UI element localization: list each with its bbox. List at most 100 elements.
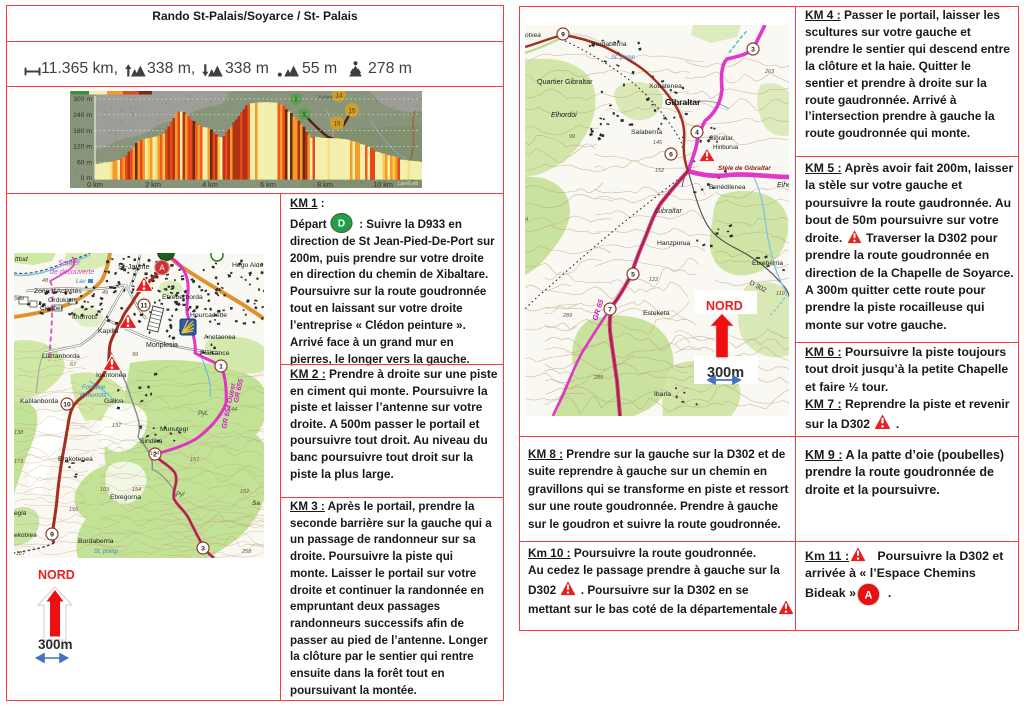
svg-text:157: 157 <box>190 457 200 463</box>
svg-text:Quartier Gibraltar: Quartier Gibraltar <box>537 77 593 86</box>
svg-text:Eiher: Eiher <box>777 182 789 189</box>
svg-text:8: 8 <box>294 98 298 104</box>
svg-text:Munutegi: Munutegi <box>160 426 188 433</box>
svg-text:1: 1 <box>219 364 223 371</box>
svg-text:Ordokian: Ordokian <box>48 297 76 304</box>
svg-text:Plaisance: Plaisance <box>200 350 230 357</box>
svg-text:d'Ithorrots: d'Ithorrots <box>80 393 107 399</box>
svg-text:Monplesia: Monplesia <box>146 342 178 349</box>
svg-text:156: 156 <box>69 507 79 513</box>
svg-text:Etxebérria: Etxebérria <box>752 260 783 267</box>
svg-text:NORD: NORD <box>706 299 743 313</box>
svg-text:Sindika: Sindika <box>140 438 163 445</box>
svg-text:122: 122 <box>649 277 658 283</box>
svg-text:138: 138 <box>14 430 24 436</box>
svg-text:3: 3 <box>751 47 755 54</box>
svg-text:146: 146 <box>653 140 663 146</box>
svg-text:67: 67 <box>70 362 77 368</box>
svg-text:ekotxea: ekotxea <box>14 532 37 539</box>
svg-text:A: A <box>159 264 165 273</box>
svg-text:11: 11 <box>140 303 147 310</box>
svg-text:152: 152 <box>240 489 249 495</box>
svg-text:258: 258 <box>241 549 252 555</box>
svg-text:Benéditenea: Benéditenea <box>709 184 746 191</box>
svg-text:Anetaenea: Anetaenea <box>204 334 236 341</box>
svg-text:4 km: 4 km <box>202 180 218 188</box>
svg-text:Hanzpurua: Hanzpurua <box>657 240 690 247</box>
svg-text:Sa: Sa <box>252 500 260 507</box>
svg-text:tttud: tttud <box>15 256 28 263</box>
svg-text:Luztanborda: Luztanborda <box>42 353 80 360</box>
svg-text:Zone d'Activités: Zone d'Activités <box>34 288 82 295</box>
svg-text:289: 289 <box>562 313 572 319</box>
svg-text:164: 164 <box>150 451 159 457</box>
svg-text:6: 6 <box>302 113 306 119</box>
svg-text:99: 99 <box>569 134 575 140</box>
svg-text:103: 103 <box>100 487 110 493</box>
svg-text:Kapilla: Kapilla <box>98 328 119 335</box>
svg-text:0 km: 0 km <box>87 180 103 188</box>
svg-text:Brakotenea: Brakotenea <box>58 456 93 463</box>
svg-text:Gibraltar.: Gibraltar. <box>709 135 734 142</box>
svg-text:9: 9 <box>561 32 565 39</box>
svg-text:180 m: 180 m <box>73 128 92 135</box>
svg-text:127: 127 <box>16 551 26 557</box>
svg-text:egia: egia <box>14 510 27 517</box>
svg-text:otxea: otxea <box>525 32 541 39</box>
svg-text:Lav: Lav <box>76 279 87 285</box>
svg-text:GR 655: GR 655 <box>233 378 245 403</box>
svg-text:9: 9 <box>50 532 54 539</box>
svg-text:7: 7 <box>608 307 612 314</box>
svg-text:de découverte: de découverte <box>50 269 94 276</box>
svg-text:5: 5 <box>631 272 635 279</box>
svg-text:Esteketa: Esteketa <box>643 310 670 317</box>
svg-text:Hinburua: Hinburua <box>713 144 739 151</box>
svg-text:137: 137 <box>112 423 122 429</box>
svg-text:Xybarreshila: Xybarreshila <box>318 95 346 101</box>
svg-text:Ithorrots: Ithorrots <box>72 314 98 321</box>
svg-text:15: 15 <box>349 109 356 115</box>
svg-text:D: D <box>338 218 345 229</box>
svg-text:110: 110 <box>776 291 786 297</box>
svg-text:Hego Alde: Hego Alde <box>232 262 264 269</box>
svg-text:8 km: 8 km <box>317 180 333 188</box>
svg-text:Silo: Silo <box>14 296 25 302</box>
svg-text:Etxeberborda: Etxeberborda <box>162 294 203 301</box>
svg-text:173: 173 <box>14 459 24 465</box>
svg-text:300 m: 300 m <box>73 96 92 103</box>
svg-text:Sentier: Sentier <box>58 260 81 267</box>
svg-text:48: 48 <box>42 278 49 284</box>
svg-text:St-Jayme: St-Jayme <box>118 262 150 271</box>
svg-text:99: 99 <box>132 352 138 358</box>
svg-text:Fontaine: Fontaine <box>82 385 106 391</box>
svg-text:3: 3 <box>201 546 205 553</box>
svg-text:St. pomp: St. pomp <box>94 549 119 555</box>
svg-text:0 m: 0 m <box>81 175 93 182</box>
svg-text:Ibarla: Ibarla <box>654 391 671 398</box>
svg-text:Katilanborda: Katilanborda <box>20 398 58 405</box>
svg-text:144: 144 <box>228 407 237 413</box>
svg-text:Cieqber: Cieqber <box>40 305 64 312</box>
svg-text:285: 285 <box>593 375 604 381</box>
svg-text:Hourcadette: Hourcadette <box>190 312 227 319</box>
svg-text:Galloa: Galloa <box>104 398 124 405</box>
svg-text:240 m: 240 m <box>73 112 92 119</box>
svg-text:Bordaberria: Bordaberria <box>78 538 114 545</box>
svg-text:14: 14 <box>336 94 343 100</box>
svg-text:19: 19 <box>334 122 341 128</box>
svg-text:Bordaberria: Bordaberria <box>591 41 627 48</box>
svg-text:Xobatenea: Xobatenea <box>649 83 682 90</box>
svg-text:Gibraltar: Gibraltar <box>655 208 683 215</box>
svg-text:LarriGoiti: LarriGoiti <box>398 181 418 187</box>
svg-text:154: 154 <box>132 487 141 493</box>
svg-text:Salaberria: Salaberria <box>631 129 662 136</box>
svg-text:PyL: PyL <box>198 411 208 417</box>
svg-text:10 km: 10 km <box>373 180 393 188</box>
svg-text:6 km: 6 km <box>260 180 276 188</box>
svg-text:Stèle de Gibraltar: Stèle de Gibraltar <box>718 165 771 172</box>
svg-text:120 m: 120 m <box>73 144 92 151</box>
svg-text:2 km: 2 km <box>145 180 161 188</box>
svg-text:2: 2 <box>153 452 157 459</box>
svg-text:4: 4 <box>695 130 699 137</box>
svg-text:263: 263 <box>764 69 775 75</box>
